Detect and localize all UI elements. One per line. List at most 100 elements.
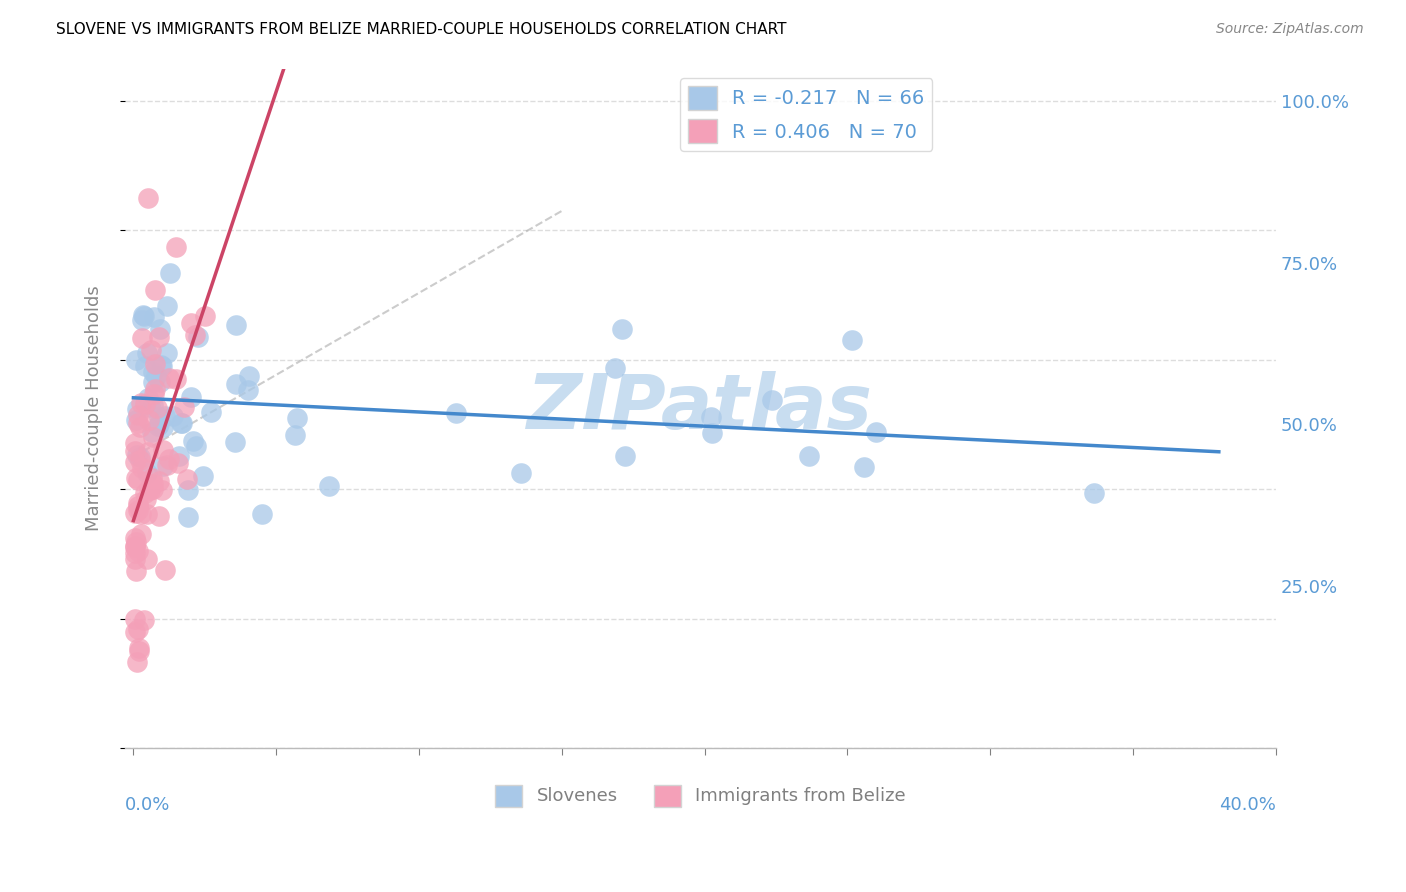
Point <box>187 330 209 344</box>
Point <box>155 299 177 313</box>
Point <box>124 444 146 458</box>
Point <box>225 377 247 392</box>
Point <box>224 434 246 449</box>
Text: 0.0%: 0.0% <box>125 796 170 814</box>
Point <box>148 330 170 344</box>
Point <box>142 387 165 401</box>
Point <box>153 563 176 577</box>
Text: 40.0%: 40.0% <box>1219 796 1277 814</box>
Point <box>699 409 721 424</box>
Point <box>614 450 637 464</box>
Point <box>799 450 821 464</box>
Point <box>136 507 159 521</box>
Point <box>148 508 170 523</box>
Point <box>184 328 207 343</box>
Point <box>138 401 160 415</box>
Point <box>143 357 166 371</box>
Point <box>610 322 633 336</box>
Point <box>238 369 260 384</box>
Point <box>153 409 176 424</box>
Text: ZIPatlas: ZIPatlas <box>527 371 873 445</box>
Point <box>127 496 149 510</box>
Point <box>318 478 340 492</box>
Point <box>129 419 152 434</box>
Point <box>124 540 146 554</box>
Point <box>136 552 159 566</box>
Point <box>124 612 146 626</box>
Point <box>131 460 153 475</box>
Point <box>152 458 174 473</box>
Point <box>124 531 146 545</box>
Point <box>132 613 155 627</box>
Point <box>165 240 187 254</box>
Point <box>125 448 148 462</box>
Point <box>146 419 169 434</box>
Legend: Slovenes, Immigrants from Belize: Slovenes, Immigrants from Belize <box>488 777 912 814</box>
Point <box>148 417 170 432</box>
Point <box>136 391 159 405</box>
Point <box>236 383 259 397</box>
Point <box>159 267 181 281</box>
Point <box>150 358 173 372</box>
Point <box>165 372 187 386</box>
Point <box>142 398 165 412</box>
Point <box>142 476 165 491</box>
Point <box>865 425 887 440</box>
Point <box>125 534 148 549</box>
Point <box>194 309 217 323</box>
Point <box>125 471 148 485</box>
Point <box>125 564 148 578</box>
Point <box>129 453 152 467</box>
Point <box>127 500 149 514</box>
Point <box>132 309 155 323</box>
Point <box>142 376 165 390</box>
Point <box>157 452 180 467</box>
Point <box>761 393 783 408</box>
Point <box>181 434 204 448</box>
Point <box>853 460 876 475</box>
Point <box>150 359 173 373</box>
Point <box>180 316 202 330</box>
Point <box>128 450 150 465</box>
Point <box>145 369 167 384</box>
Point <box>127 416 149 430</box>
Point <box>132 308 155 322</box>
Point <box>127 503 149 517</box>
Point <box>152 442 174 457</box>
Point <box>148 409 170 424</box>
Point <box>1083 485 1105 500</box>
Point <box>135 492 157 507</box>
Point <box>128 641 150 656</box>
Point <box>177 483 200 497</box>
Point <box>138 481 160 495</box>
Point <box>136 191 159 205</box>
Point <box>142 429 165 443</box>
Point <box>156 458 179 472</box>
Point <box>142 365 165 379</box>
Point <box>134 486 156 500</box>
Point <box>129 527 152 541</box>
Point <box>127 474 149 488</box>
Point <box>162 409 184 424</box>
Point <box>180 390 202 404</box>
Point <box>131 313 153 327</box>
Point <box>139 343 162 358</box>
Point <box>138 413 160 427</box>
Point <box>841 333 863 347</box>
Point <box>225 318 247 332</box>
Point <box>149 375 172 389</box>
Point <box>124 551 146 566</box>
Point <box>136 346 159 360</box>
Point <box>152 420 174 434</box>
Point <box>135 467 157 481</box>
Point <box>141 425 163 439</box>
Y-axis label: Married-couple Households: Married-couple Households <box>86 285 103 531</box>
Point <box>131 508 153 522</box>
Point <box>142 310 165 324</box>
Point <box>127 622 149 636</box>
Point <box>700 425 723 440</box>
Point <box>167 456 190 470</box>
Point <box>131 331 153 345</box>
Point <box>125 413 148 427</box>
Point <box>143 382 166 396</box>
